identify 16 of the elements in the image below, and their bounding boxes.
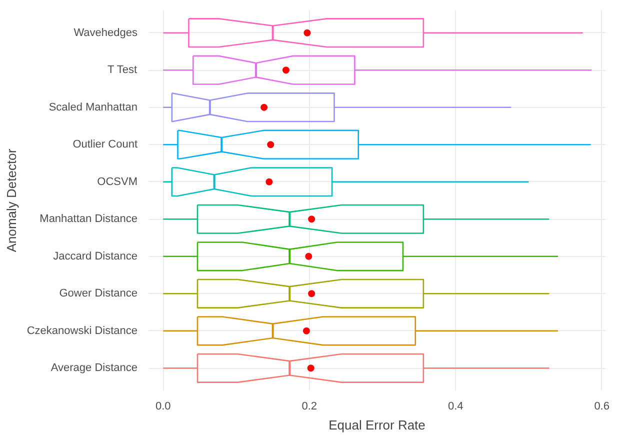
y-tick-label: Jaccard Distance	[53, 250, 138, 262]
y-tick-label: Wavehedges	[74, 26, 138, 39]
y-tick-label: T Test	[108, 64, 138, 76]
y-tick-label: Average Distance	[50, 362, 138, 374]
y-tick-label: Czekanowski Distance	[26, 324, 138, 337]
x-tick-label: 0.6	[594, 400, 610, 412]
y-tick-label: Outlier Count	[72, 138, 138, 151]
x-tick-label: 0.0	[155, 400, 171, 412]
y-tick-label: OCSVM	[97, 176, 138, 188]
x-tick-label: 0.2	[302, 400, 318, 412]
y-tick-label: Gower Distance	[59, 288, 138, 300]
x-axis-title: Equal Error Rate	[328, 418, 426, 432]
y-tick-label: Scaled Manhattan	[48, 101, 138, 114]
x-tick-label: 0.4	[448, 400, 464, 412]
y-tick-label: Manhattan Distance	[40, 213, 138, 226]
y-axis-title: Anomaly Detector	[4, 148, 19, 252]
